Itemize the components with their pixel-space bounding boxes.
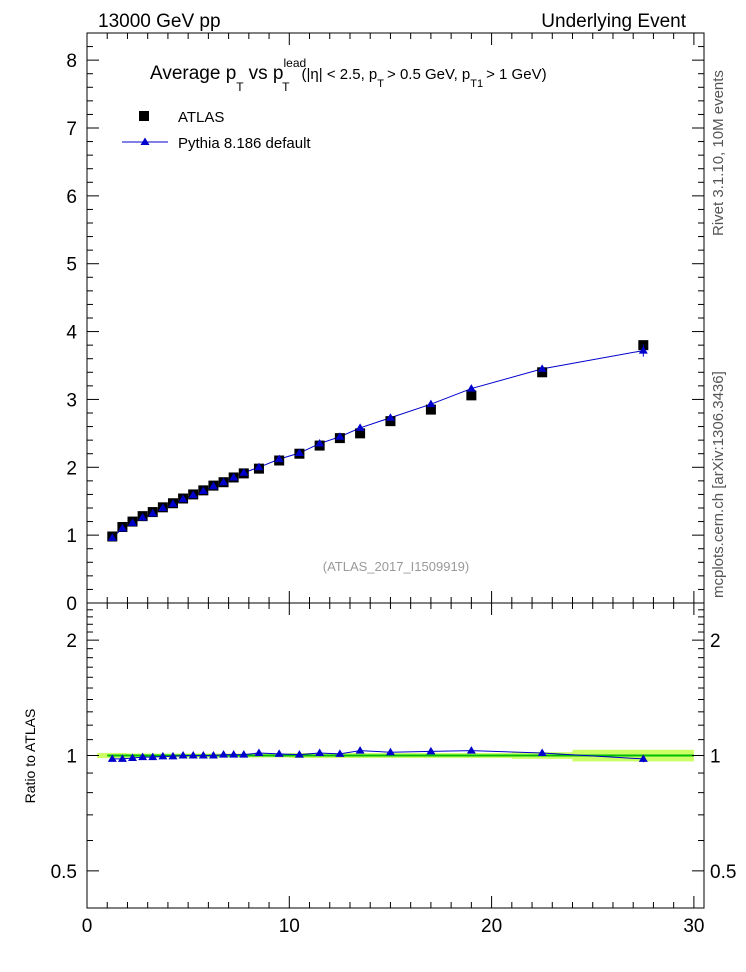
ratio-data-point bbox=[335, 749, 345, 757]
ratio-data-point bbox=[254, 748, 264, 757]
ratio-data-point bbox=[239, 750, 249, 758]
legend-label-atlas: ATLAS bbox=[178, 109, 224, 126]
ratio-y-axis-label: Ratio to ATLAS bbox=[22, 709, 38, 804]
x-tick-label: 30 bbox=[683, 916, 704, 937]
pythia-data-point bbox=[335, 432, 345, 440]
pythia-data-point bbox=[426, 399, 436, 408]
ratio-y-tick-label-right: 2 bbox=[710, 631, 721, 652]
pythia-data-point bbox=[219, 477, 229, 486]
pythia-data-point bbox=[385, 413, 395, 421]
legend-label-pythia: Pythia 8.186 default bbox=[178, 135, 311, 152]
pythia-data-point bbox=[315, 439, 325, 447]
pythia-data-point bbox=[198, 486, 208, 495]
ratio-data-point bbox=[138, 752, 148, 761]
ratio-data-point bbox=[178, 751, 188, 759]
main-axis-ticks bbox=[86, 32, 704, 604]
main-y-tick-label: 6 bbox=[66, 187, 77, 208]
ratio-data-point bbox=[117, 754, 127, 762]
main-y-tick-label: 7 bbox=[66, 119, 77, 140]
ratio-data-point bbox=[229, 750, 239, 758]
header-collision-label: 13000 GeV pp bbox=[98, 11, 221, 32]
atlas-data-point bbox=[537, 367, 548, 378]
ratio-data-point bbox=[294, 750, 304, 758]
ratio-data-marks bbox=[107, 746, 648, 763]
main-y-tick-label: 5 bbox=[66, 255, 77, 276]
main-y-tick-label: 4 bbox=[66, 323, 77, 344]
main-data-marks bbox=[107, 340, 649, 542]
main-y-tick-label: 0 bbox=[66, 594, 77, 615]
main-chart-title: Average pTvs plead T(|η| < 2.5, pT> 0.5 G… bbox=[150, 56, 547, 94]
ratio-y-tick-label: 0.5 bbox=[51, 862, 77, 883]
ratio-data-point bbox=[158, 751, 168, 760]
ratio-data-point bbox=[208, 751, 218, 759]
pythia-data-point bbox=[274, 454, 284, 463]
pythia-data-point bbox=[188, 490, 198, 499]
ratio-data-point bbox=[355, 746, 365, 754]
ratio-tick-labels: 0.5 0.51 12 20 10 20 30 bbox=[51, 631, 737, 937]
atlas-data-point bbox=[385, 416, 396, 427]
analysis-watermark: (ATLAS_2017_I1509919) bbox=[323, 559, 469, 574]
pythia-data-point bbox=[254, 462, 264, 471]
legend-marker-pythia bbox=[140, 137, 150, 145]
pythia-data-point bbox=[537, 364, 547, 372]
pythia-data-point bbox=[158, 503, 168, 511]
header-analysis-label: Underlying Event bbox=[541, 11, 686, 32]
pythia-data-point bbox=[239, 468, 249, 476]
ratio-data-point bbox=[274, 749, 284, 757]
ratio-data-point bbox=[315, 748, 325, 757]
legend-marker-atlas bbox=[139, 111, 149, 121]
ratio-data-point bbox=[198, 751, 208, 759]
ratio-data-point bbox=[168, 751, 178, 760]
atlas-data-point bbox=[355, 428, 366, 439]
x-tick-label: 20 bbox=[481, 916, 502, 937]
ratio-y-tick-label-right: 0.5 bbox=[710, 862, 736, 883]
ratio-data-point bbox=[426, 746, 436, 755]
pythia-data-point bbox=[107, 533, 117, 541]
pythia-series-line bbox=[111, 350, 644, 539]
legend: ATLAS Pythia 8.186 default bbox=[122, 109, 311, 152]
main-y-tick-label: 8 bbox=[66, 51, 77, 72]
pythia-data-point bbox=[138, 513, 148, 521]
main-y-tick-labels: 0 1 2 3 4 5 6 7 8 bbox=[66, 51, 77, 615]
main-y-tick-label: 1 bbox=[66, 526, 77, 547]
ratio-data-point bbox=[148, 752, 158, 761]
ratio-data-point bbox=[107, 754, 117, 762]
pythia-data-point bbox=[168, 499, 178, 507]
pythia-data-point bbox=[178, 494, 188, 503]
mcplots-source-label: mcplots.cern.ch [arXiv:1306.3436] bbox=[710, 371, 727, 598]
x-tick-label: 0 bbox=[82, 916, 93, 937]
ratio-data-point bbox=[188, 751, 198, 759]
pythia-data-point bbox=[466, 384, 476, 392]
atlas-data-point bbox=[466, 390, 477, 401]
ratio-data-point bbox=[537, 748, 547, 757]
main-y-tick-label: 3 bbox=[66, 390, 77, 411]
pythia-data-point bbox=[148, 508, 158, 517]
rivet-version-label: Rivet 3.1.10, 10M events bbox=[710, 70, 727, 236]
ratio-data-point bbox=[385, 747, 395, 756]
ratio-data-point bbox=[219, 750, 229, 758]
pythia-data-point bbox=[229, 472, 239, 481]
ratio-axis-ticks bbox=[86, 603, 704, 908]
pythia-data-point bbox=[208, 481, 218, 490]
pythia-data-point bbox=[128, 518, 138, 526]
ratio-data-point bbox=[466, 746, 476, 754]
x-tick-label: 10 bbox=[279, 916, 300, 937]
ratio-y-tick-label-right: 1 bbox=[710, 747, 721, 768]
atlas-data-point bbox=[425, 404, 436, 415]
pythia-data-point bbox=[355, 423, 365, 431]
ratio-y-tick-label: 1 bbox=[66, 747, 77, 768]
pythia-data-point bbox=[294, 448, 304, 457]
ratio-y-tick-label: 2 bbox=[66, 631, 77, 652]
pythia-data-point bbox=[117, 523, 127, 532]
main-y-tick-label: 2 bbox=[66, 458, 77, 479]
ratio-data-point bbox=[128, 753, 138, 762]
